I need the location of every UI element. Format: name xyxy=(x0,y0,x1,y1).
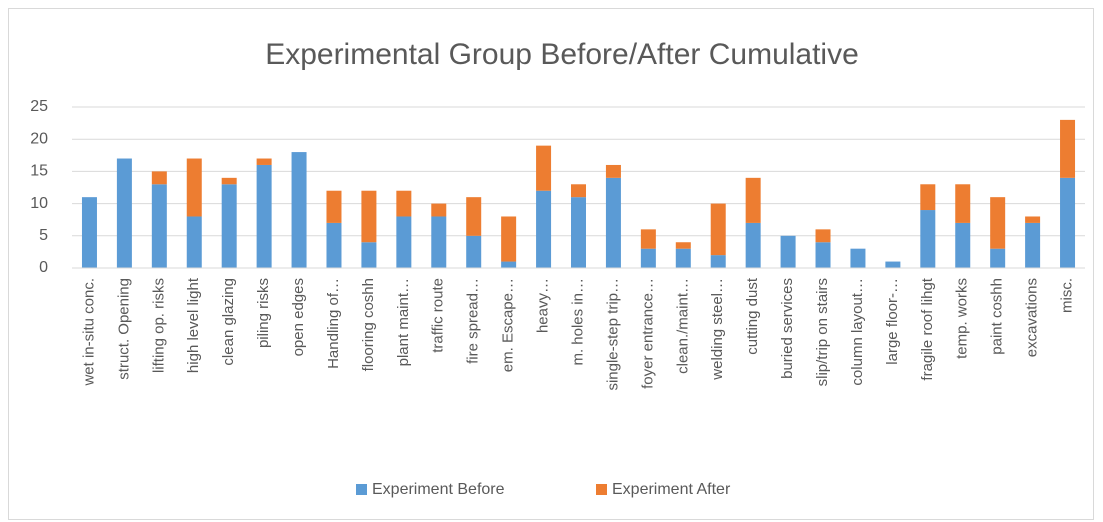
bar-segment xyxy=(815,229,831,243)
x-tick-label: wet in-situ conc. xyxy=(80,278,97,387)
x-tick-label: slip/trip on stairs xyxy=(814,278,831,386)
bar-segment xyxy=(466,235,482,268)
x-tick-label: foyer entrance… xyxy=(639,278,656,389)
legend-label: Experiment After xyxy=(612,481,731,498)
bar-segment xyxy=(431,203,447,217)
bar-segment xyxy=(675,248,691,268)
bar-segment xyxy=(745,222,761,268)
bar-segment xyxy=(186,158,202,217)
x-tick-label: temp. works xyxy=(954,278,971,359)
x-tick-label: excavations xyxy=(1024,278,1041,357)
x-tick-label: fragile roof lihgt xyxy=(919,277,936,380)
y-tick-label: 10 xyxy=(30,195,48,212)
bar-segment xyxy=(990,248,1006,268)
bar-segment xyxy=(1025,222,1041,268)
bar-segment xyxy=(501,261,517,268)
bar-segment xyxy=(605,164,621,178)
bar-segment xyxy=(780,235,796,268)
x-tick-label: lifting op. risks xyxy=(150,278,167,373)
bar-segment xyxy=(955,222,971,268)
bar-segment xyxy=(536,145,552,191)
x-tick-label: flooring coshh xyxy=(360,278,377,371)
legend-swatch xyxy=(356,484,367,495)
legend-label: Experiment Before xyxy=(372,481,505,498)
bar-segment xyxy=(361,242,377,268)
x-tick-label: misc. xyxy=(1059,278,1076,313)
x-tick-label: m. holes in… xyxy=(569,278,586,366)
y-tick-label: 0 xyxy=(39,259,48,276)
x-tick-label: column layout… xyxy=(849,278,866,386)
bar-segment xyxy=(396,190,412,217)
bar-segment xyxy=(850,248,866,268)
bar-segment xyxy=(221,177,237,185)
y-tick-label: 25 xyxy=(30,98,48,115)
bar-segment xyxy=(326,190,342,223)
bar-segment xyxy=(116,158,132,268)
bar-segment xyxy=(221,184,237,268)
bar-segment xyxy=(501,216,517,262)
bar-segment xyxy=(1060,177,1076,268)
x-tick-label: Handling of… xyxy=(325,278,342,369)
x-tick-label: traffic route xyxy=(430,278,447,353)
x-tick-label: heavy… xyxy=(535,278,552,333)
y-tick-label: 20 xyxy=(30,130,48,147)
bar-segment xyxy=(815,242,831,268)
bar-segment xyxy=(466,197,482,236)
bar-segment xyxy=(675,242,691,249)
x-tick-label: open edges xyxy=(290,278,307,356)
bar-segment xyxy=(361,190,377,243)
x-tick-label: fire spread… xyxy=(465,278,482,364)
x-tick-label: piling risks xyxy=(255,278,272,348)
legend-swatch xyxy=(596,484,607,495)
bar-segment xyxy=(920,210,936,268)
bar-segment xyxy=(256,164,272,268)
bar-segment xyxy=(81,197,97,268)
bar-segment xyxy=(571,197,586,268)
x-tick-label: single-step trip… xyxy=(604,278,621,391)
bar-segment xyxy=(186,216,202,268)
bar-segment xyxy=(710,255,726,268)
bar-segment xyxy=(291,152,307,268)
x-tick-label: high level light xyxy=(185,277,202,373)
x-tick-label: plant maint… xyxy=(395,278,412,366)
bar-segment xyxy=(326,222,342,268)
bar-segment xyxy=(431,216,447,268)
bar-segment xyxy=(955,184,971,223)
chart-title: Experimental Group Before/After Cumulati… xyxy=(265,38,859,71)
x-tick-label: clean glazing xyxy=(220,278,237,366)
x-tick-label: buried services xyxy=(779,278,796,379)
bar-segment xyxy=(256,158,272,165)
bar-segment xyxy=(536,190,552,268)
x-tick-label: struct. Opening xyxy=(115,278,132,380)
bar-segment xyxy=(605,177,621,268)
bar-segment xyxy=(1025,216,1041,223)
bar-segment xyxy=(1060,119,1076,178)
bar-segment xyxy=(745,177,761,223)
x-tick-label: welding steel… xyxy=(709,278,726,381)
x-tick-label: cutting dust xyxy=(744,277,761,355)
bar-segment xyxy=(640,229,656,249)
y-tick-label: 5 xyxy=(39,227,48,244)
x-tick-label: large floor-… xyxy=(884,278,901,365)
x-tick-label: paint coshh xyxy=(989,278,1006,355)
bar-segment xyxy=(710,203,726,256)
bar-segment xyxy=(640,248,656,268)
bar-segment xyxy=(396,216,412,268)
y-tick-label: 15 xyxy=(30,163,48,180)
bar-segment xyxy=(151,184,167,268)
bar-segment xyxy=(885,261,901,268)
bar-segment xyxy=(571,184,586,198)
bar-segment xyxy=(151,171,167,185)
x-tick-label: em. Escape… xyxy=(500,278,517,372)
x-tick-label: clean./maint… xyxy=(674,278,691,374)
bar-segment xyxy=(920,184,936,211)
bar-segment xyxy=(990,197,1006,249)
